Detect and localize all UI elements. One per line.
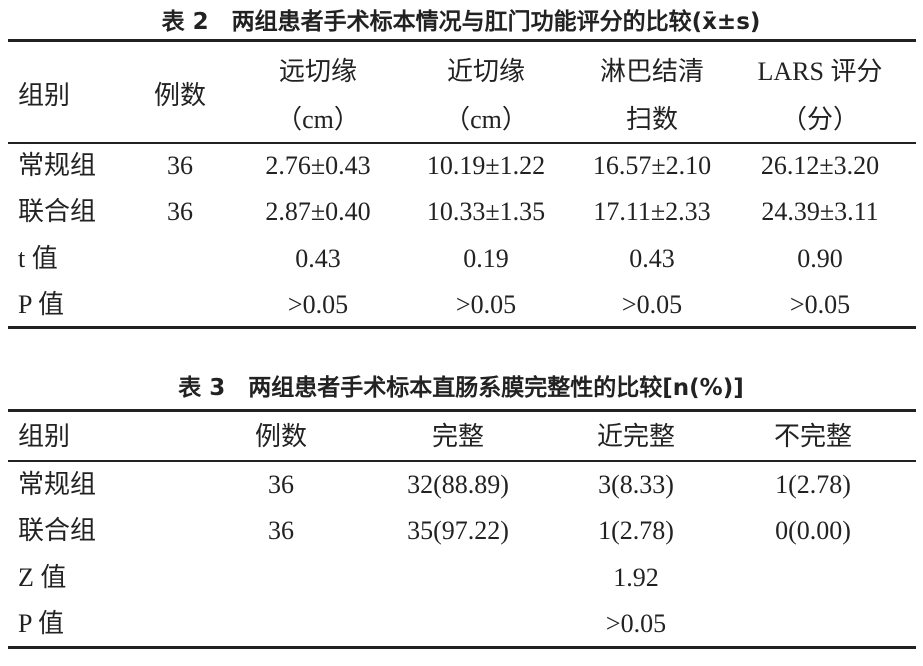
- row-label: P 值: [18, 609, 64, 638]
- table-rule: [8, 142, 916, 144]
- cell: 17.11±2.33: [593, 197, 711, 226]
- cell: 16.57±2.10: [592, 151, 712, 180]
- cell: 26.12±3.20: [760, 151, 880, 180]
- row-label: 常规组: [18, 151, 97, 180]
- column-header: 例数: [153, 81, 207, 110]
- cell: 0.19: [463, 244, 509, 273]
- column-header: LARS 评分: [757, 57, 883, 86]
- column-header: 组别: [18, 422, 71, 451]
- cell: 32(88.89): [407, 470, 509, 499]
- cell: 36: [268, 470, 294, 499]
- row-label: t 值: [18, 244, 58, 273]
- column-header: 远切缘: [278, 57, 358, 86]
- cell: 3(8.33): [598, 470, 674, 499]
- cell: 36: [167, 151, 193, 180]
- cell: >0.05: [789, 290, 851, 319]
- column-header: 淋巴结清: [599, 57, 705, 86]
- cell: 35(97.22): [407, 516, 509, 545]
- column-header: 近完整: [596, 422, 676, 451]
- column-header: 例数: [254, 422, 308, 451]
- column-header: （cm）: [444, 105, 528, 134]
- row-label: P 值: [18, 290, 64, 319]
- column-header: 扫数: [625, 105, 679, 134]
- column-header: 近切缘: [446, 57, 526, 86]
- row-label: 常规组: [18, 470, 97, 499]
- column-header: （cm）: [276, 105, 360, 134]
- table-rule: [8, 460, 916, 462]
- table-rule: [8, 646, 916, 649]
- table-title: 表 2 两组患者手术标本情况与肛门功能评分的比较(x̄±s): [161, 9, 761, 35]
- column-header: 不完整: [773, 422, 853, 451]
- column-header: （分）: [780, 105, 860, 134]
- table-title: 表 3 两组患者手术标本直肠系膜完整性的比较[n(%)]: [178, 375, 744, 401]
- cell: >0.05: [455, 290, 517, 319]
- cell: 24.39±3.11: [761, 197, 879, 226]
- cell: 1(2.78): [598, 516, 674, 545]
- cell: 0.43: [629, 244, 675, 273]
- table-rule: [8, 39, 916, 42]
- row-label: Z 值: [18, 563, 67, 592]
- cell: 1.92: [613, 563, 659, 592]
- cell: 2.87±0.40: [265, 197, 371, 226]
- cell: 36: [268, 516, 294, 545]
- table-rule: [8, 409, 916, 412]
- cell: >0.05: [287, 290, 349, 319]
- cell: >0.05: [605, 609, 667, 638]
- cell: 0.90: [797, 244, 843, 273]
- cell: 2.76±0.43: [265, 151, 371, 180]
- cell: 36: [167, 197, 193, 226]
- row-label: 联合组: [18, 516, 97, 545]
- column-header: 完整: [431, 422, 485, 451]
- cell: 10.19±1.22: [426, 151, 546, 180]
- table-rule: [8, 326, 916, 329]
- cell: >0.05: [621, 290, 683, 319]
- row-label: 联合组: [18, 197, 97, 226]
- cell: 1(2.78): [775, 470, 851, 499]
- cell: 10.33±1.35: [426, 197, 546, 226]
- cell: 0.43: [295, 244, 341, 273]
- cell: 0(0.00): [775, 516, 851, 545]
- column-header: 组别: [18, 81, 71, 110]
